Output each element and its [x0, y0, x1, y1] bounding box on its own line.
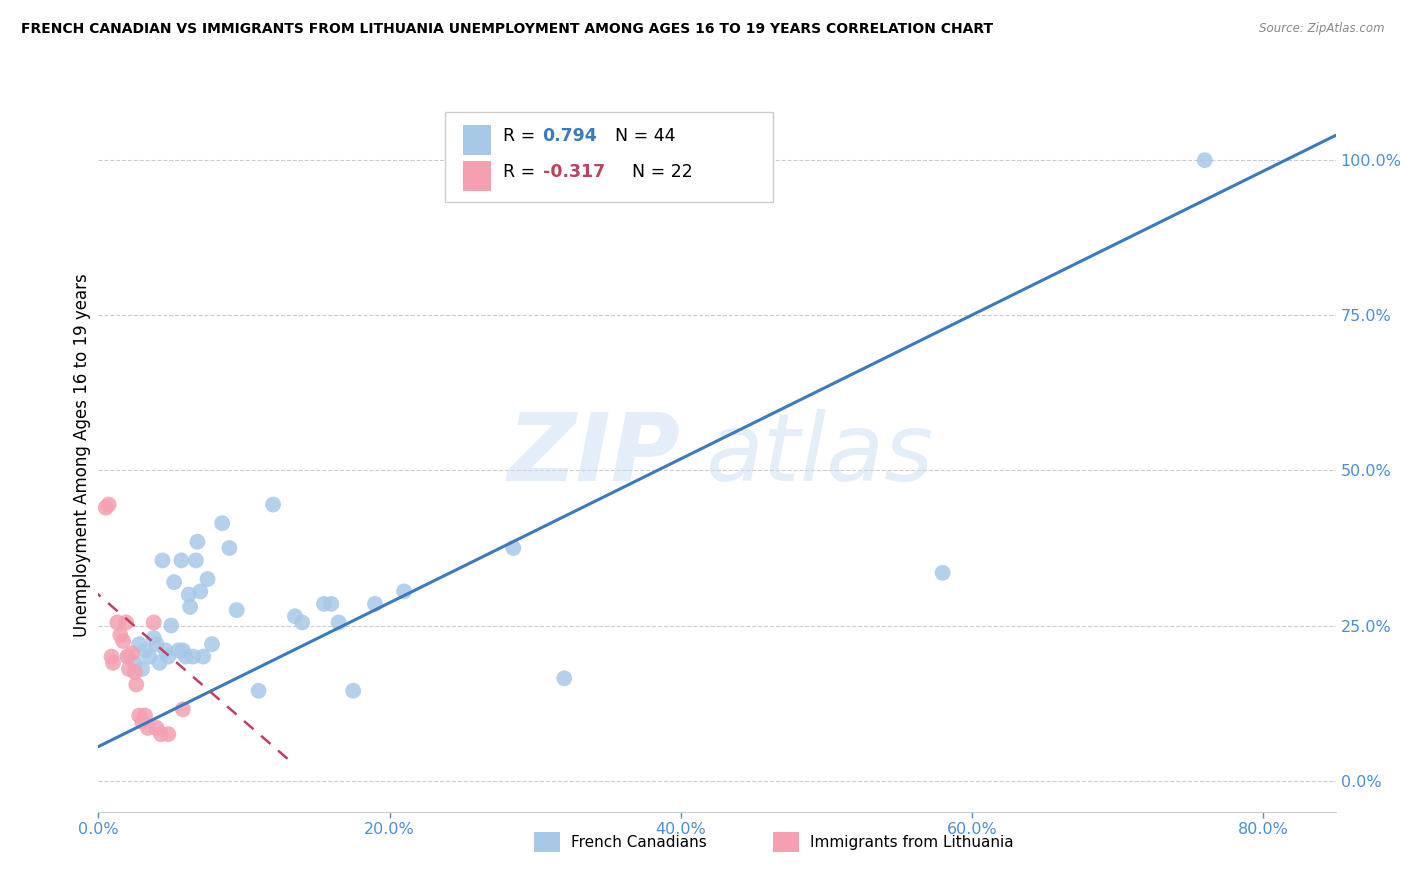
Point [211, 516, 233, 531]
Point [172, 702, 194, 716]
Point [1194, 153, 1216, 168]
Point [124, 656, 146, 670]
Point [117, 649, 139, 664]
Point [148, 656, 170, 670]
Point [105, 615, 128, 630]
Point [142, 615, 165, 630]
Point [502, 541, 524, 555]
Point [174, 649, 197, 664]
Point [134, 708, 156, 723]
Bar [464, 161, 491, 191]
Point [312, 597, 335, 611]
Point [138, 649, 160, 664]
Point [115, 615, 138, 630]
Point [145, 721, 167, 735]
Point [186, 534, 208, 549]
Point [134, 643, 156, 657]
Point [163, 575, 186, 590]
Text: R =: R = [503, 162, 541, 180]
Point [97, 498, 120, 512]
Point [128, 637, 150, 651]
Point [155, 643, 177, 657]
Point [225, 603, 247, 617]
Point [342, 683, 364, 698]
Text: R =: R = [503, 127, 541, 145]
Text: N = 22: N = 22 [620, 162, 692, 180]
Point [553, 671, 575, 685]
Text: 0.794: 0.794 [543, 127, 598, 145]
Point [188, 584, 211, 599]
Point [247, 683, 270, 698]
Point [157, 649, 180, 664]
Text: N = 44: N = 44 [605, 127, 676, 145]
Point [328, 615, 350, 630]
Text: atlas: atlas [704, 409, 934, 500]
Point [201, 637, 224, 651]
Point [128, 708, 150, 723]
Text: ZIP: ZIP [508, 409, 681, 501]
FancyBboxPatch shape [444, 112, 773, 202]
Text: Immigrants from Lithuania: Immigrants from Lithuania [810, 835, 1014, 849]
Point [160, 618, 183, 632]
Point [94, 500, 117, 515]
Point [284, 609, 307, 624]
Point [193, 649, 215, 664]
Point [184, 553, 207, 567]
Point [124, 665, 146, 679]
Bar [464, 125, 491, 155]
Point [152, 553, 174, 567]
Point [118, 662, 141, 676]
Point [167, 643, 190, 657]
Point [145, 637, 167, 651]
Point [172, 643, 194, 657]
Point [142, 631, 165, 645]
Text: FRENCH CANADIAN VS IMMIGRANTS FROM LITHUANIA UNEMPLOYMENT AMONG AGES 16 TO 19 YE: FRENCH CANADIAN VS IMMIGRANTS FROM LITHU… [21, 22, 993, 37]
Point [100, 649, 122, 664]
Point [150, 727, 173, 741]
Point [321, 597, 343, 611]
Point [262, 498, 284, 512]
Point [177, 588, 200, 602]
Point [131, 662, 153, 676]
Text: -0.317: -0.317 [543, 162, 605, 180]
Point [121, 647, 143, 661]
Text: French Canadians: French Canadians [571, 835, 707, 849]
Point [392, 584, 415, 599]
Point [170, 553, 193, 567]
Point [218, 541, 240, 555]
Point [131, 714, 153, 729]
Point [101, 656, 124, 670]
Point [136, 721, 159, 735]
Point [157, 727, 180, 741]
Point [110, 628, 132, 642]
Point [179, 599, 201, 614]
Point [117, 649, 139, 664]
Point [125, 677, 148, 691]
Point [197, 572, 219, 586]
Y-axis label: Unemployment Among Ages 16 to 19 years: Unemployment Among Ages 16 to 19 years [73, 273, 91, 637]
Point [181, 649, 204, 664]
Point [931, 566, 953, 580]
Point [291, 615, 314, 630]
Point [364, 597, 387, 611]
Point [112, 634, 135, 648]
Text: Source: ZipAtlas.com: Source: ZipAtlas.com [1260, 22, 1385, 36]
